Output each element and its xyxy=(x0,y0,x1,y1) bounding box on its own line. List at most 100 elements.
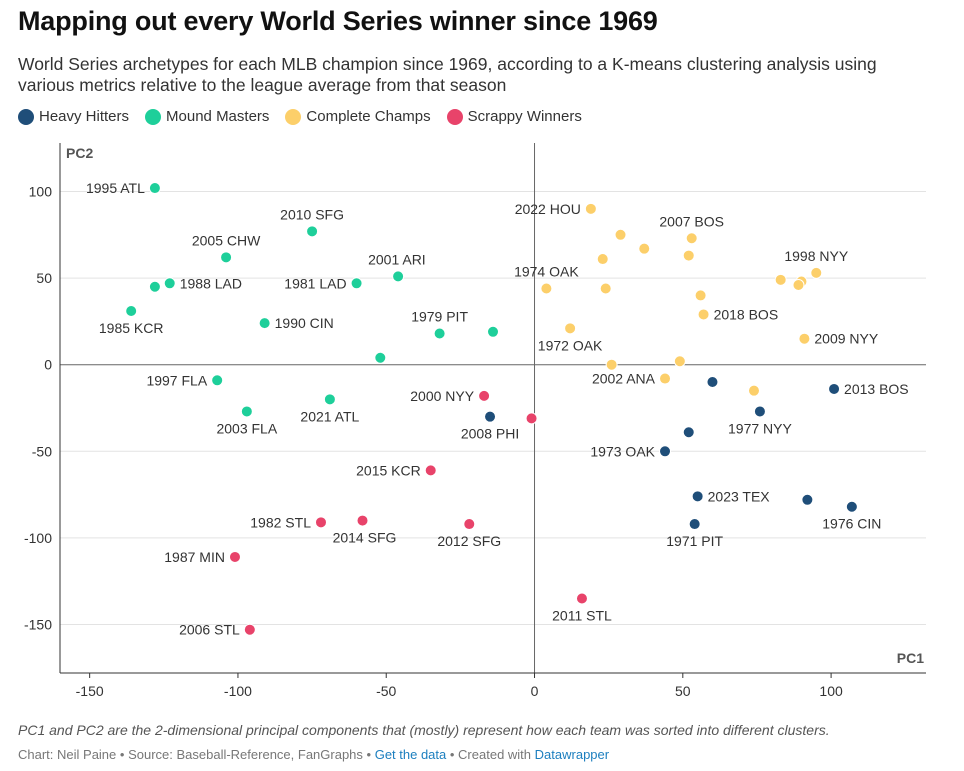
data-point xyxy=(798,332,811,345)
point-label: 2015 KCR xyxy=(356,462,421,478)
axes: 100 50 0 -50 -100 -150 -150 -100 -50 0 50 100 PC2 PC1 xyxy=(24,143,926,699)
data-point xyxy=(148,280,161,293)
data-point xyxy=(753,405,766,418)
point-label: 1977 NYY xyxy=(728,420,792,436)
y-tick-label: 50 xyxy=(36,270,52,286)
data-point xyxy=(240,405,253,418)
point-label: 1972 OAK xyxy=(538,337,603,353)
data-point xyxy=(211,374,224,387)
credit-author: Chart: Neil Paine xyxy=(18,747,117,762)
point-label: 2023 TEX xyxy=(708,488,771,504)
legend-swatch-scrappy-winners xyxy=(446,108,463,125)
credit-sep-1: • xyxy=(116,747,129,762)
point-label: 2007 BOS xyxy=(659,213,724,229)
point-label: 2002 ANA xyxy=(592,371,656,387)
footnote: PC1 and PC2 are the 2-dimensional princi… xyxy=(18,722,830,738)
data-point xyxy=(691,490,704,503)
x-tick-label: -50 xyxy=(376,683,396,699)
point-label: 2012 SFG xyxy=(437,533,501,549)
x-tick-label: 0 xyxy=(531,683,539,699)
point-label: 2010 SFG xyxy=(280,206,344,222)
data-point xyxy=(638,242,651,255)
data-point xyxy=(774,273,787,286)
data-point xyxy=(682,426,695,439)
data-point xyxy=(614,228,627,241)
point-label: 1988 LAD xyxy=(180,275,242,291)
data-point xyxy=(228,550,241,563)
chart-subtitle: World Series archetypes for each MLB cha… xyxy=(18,54,877,95)
data-point xyxy=(694,289,707,302)
data-point xyxy=(258,317,271,330)
data-point xyxy=(374,351,387,364)
data-point xyxy=(424,464,437,477)
point-label: 1987 MIN xyxy=(164,549,225,565)
point-label: 2005 CHW xyxy=(192,232,261,248)
legend-swatch-mound-masters xyxy=(145,108,162,125)
y-tick-label: -50 xyxy=(32,443,52,459)
point-label: 1997 FLA xyxy=(146,372,207,388)
data-point xyxy=(463,518,476,531)
legend-label-complete-champs: Complete Champs xyxy=(306,108,431,125)
data-point xyxy=(605,358,618,371)
point-label: 2006 STL xyxy=(179,622,240,638)
legend-label-heavy-hitters: Heavy Hitters xyxy=(39,108,130,125)
x-tick-label: 50 xyxy=(675,683,691,699)
data-point xyxy=(828,382,841,395)
legend-item-complete-champs: Complete Champs xyxy=(285,108,431,125)
legend-swatch-complete-champs xyxy=(285,108,302,125)
x-tick-label: -150 xyxy=(76,683,104,699)
data-point xyxy=(356,514,369,527)
get-data-link[interactable]: Get the data xyxy=(374,747,447,762)
point-label: 2014 SFG xyxy=(333,530,397,546)
data-point xyxy=(659,445,672,458)
data-point xyxy=(525,412,538,425)
point-label: 2008 PHI xyxy=(461,426,519,442)
point-label: 1990 CIN xyxy=(275,315,334,331)
legend-swatch-heavy-hitters xyxy=(18,108,34,125)
data-point xyxy=(125,305,138,318)
data-point xyxy=(673,355,686,368)
credits: Chart: Neil Paine • Source: Baseball-Ref… xyxy=(18,747,609,762)
point-label: 1982 STL xyxy=(250,514,311,530)
data-point xyxy=(575,592,588,605)
point-label: 1974 OAK xyxy=(514,263,579,279)
datawrapper-link[interactable]: Datawrapper xyxy=(534,747,610,762)
data-point xyxy=(163,277,176,290)
point-label: 2021 ATL xyxy=(300,408,359,424)
data-point xyxy=(801,493,814,506)
legend-label-scrappy-winners: Scrappy Winners xyxy=(467,108,582,125)
legend-label-mound-masters: Mound Masters xyxy=(166,108,270,125)
point-label: 2022 HOU xyxy=(515,201,581,217)
x-axis-label: PC1 xyxy=(897,650,924,666)
credit-sep-2: • xyxy=(362,747,375,762)
point-label: 1979 PIT xyxy=(411,309,468,325)
data-point xyxy=(685,232,698,245)
point-label: 1971 PIT xyxy=(666,533,723,549)
data-point xyxy=(599,282,612,295)
point-label: 2001 ARI xyxy=(368,251,426,267)
data-point xyxy=(688,518,701,531)
legend: Heavy Hitters Mound Masters Complete Cha… xyxy=(18,108,582,125)
y-tick-label: -150 xyxy=(24,617,52,633)
chart-title: Mapping out every World Series winner si… xyxy=(18,6,658,36)
point-label: 2018 BOS xyxy=(714,306,779,322)
data-point xyxy=(596,253,609,266)
data-point xyxy=(540,282,553,295)
data-point xyxy=(487,325,499,338)
data-point xyxy=(747,384,760,397)
credit-sep-3: • xyxy=(446,747,459,762)
data-point xyxy=(697,308,710,321)
data-point xyxy=(314,516,327,529)
data-point xyxy=(564,322,577,335)
data-point xyxy=(243,623,256,636)
data-point xyxy=(484,410,497,423)
y-axis-label: PC2 xyxy=(66,145,93,161)
credit-source: Source: Baseball-Reference, FanGraphs xyxy=(128,747,363,762)
data-point xyxy=(792,279,805,292)
point-label: 2013 BOS xyxy=(844,381,909,397)
legend-item-heavy-hitters: Heavy Hitters xyxy=(18,108,129,125)
data-point xyxy=(584,202,597,215)
point-label: 1998 NYY xyxy=(784,248,848,264)
data-point xyxy=(350,277,363,290)
